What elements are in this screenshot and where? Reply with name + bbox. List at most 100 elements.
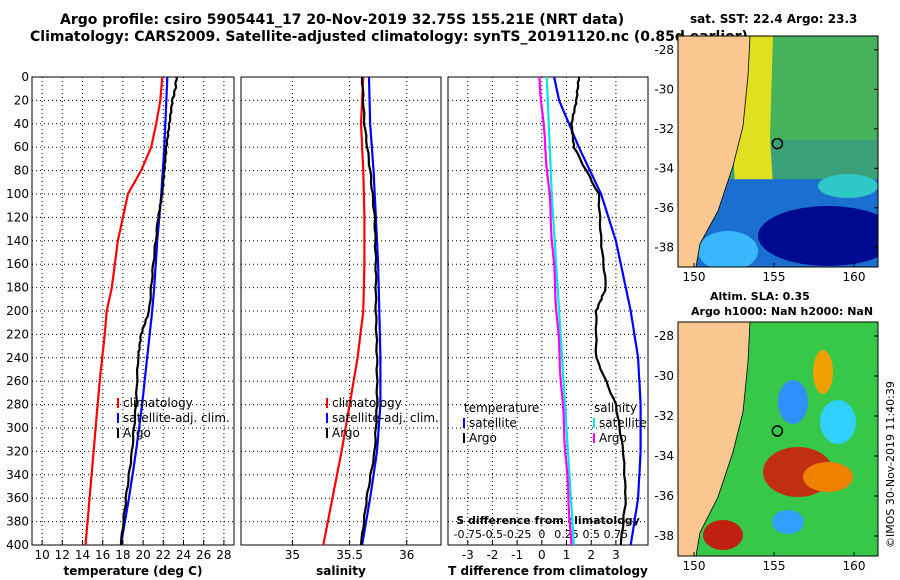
map-y-tick-label: -28 xyxy=(654,329,674,343)
x-tick-label: 14 xyxy=(75,548,90,562)
x-tick-label: 18 xyxy=(115,548,130,562)
legend-label: satellite xyxy=(469,416,517,430)
x-axis-label: temperature (deg C) xyxy=(64,564,203,578)
x-axis-label: T difference from climatology xyxy=(448,564,648,578)
top-x-tick-label: 0.75 xyxy=(604,528,629,541)
top-x-axis-label: S difference from climatology xyxy=(456,514,640,527)
top-x-tick-label: 0 xyxy=(538,528,545,541)
x-axis-label: salinity xyxy=(316,564,366,578)
sst-map-title: sat. SST: 22.4 Argo: 23.3 xyxy=(690,12,858,26)
y-tick-label: 220 xyxy=(6,327,29,341)
legend-label: Argo xyxy=(469,431,497,445)
series-line-climatology xyxy=(84,76,164,546)
legend-label: Argo xyxy=(123,426,151,440)
map-y-tick-label: -38 xyxy=(654,240,674,254)
y-tick-label: 140 xyxy=(6,234,29,248)
y-tick-label: 80 xyxy=(14,164,29,178)
y-tick-label: 40 xyxy=(14,117,29,131)
map-y-tick-label: -30 xyxy=(654,82,674,96)
land-mass xyxy=(678,322,751,556)
map-y-tick-label: -38 xyxy=(654,529,674,543)
plot-title: Argo profile: csiro 5905441_17 20-Nov-20… xyxy=(60,12,625,28)
sla-low xyxy=(778,380,808,424)
x-tick-label: 3 xyxy=(612,548,620,562)
sla-map-title: Altim. SLA: 0.35 xyxy=(710,290,810,303)
map-sst xyxy=(678,36,878,267)
map-x-tick-label: 150 xyxy=(683,559,706,573)
top-x-tick-label: 0.25 xyxy=(554,528,579,541)
legend-label: Argo xyxy=(599,431,627,445)
x-tick-label: 1 xyxy=(563,548,571,562)
y-tick-label: 280 xyxy=(6,398,29,412)
map-y-tick-label: -36 xyxy=(654,489,674,503)
y-tick-label: 200 xyxy=(6,304,29,318)
map-y-tick-label: -28 xyxy=(654,43,674,57)
map-y-tick-label: -32 xyxy=(654,122,674,136)
map-frame xyxy=(677,321,879,557)
series-line-argo xyxy=(119,76,178,546)
x-tick-label: 26 xyxy=(196,548,211,562)
series-line-argo xyxy=(359,76,379,546)
x-tick-label: -3 xyxy=(462,548,474,562)
y-tick-label: 240 xyxy=(6,351,29,365)
series-line-satellite-adj-clim- xyxy=(361,76,382,546)
y-tick-label: 20 xyxy=(14,93,29,107)
series-line-temperature-satellite xyxy=(553,76,642,546)
legend-label: Argo xyxy=(332,426,360,440)
y-tick-label: 160 xyxy=(6,257,29,271)
x-tick-label: 10 xyxy=(34,548,49,562)
x-tick-label: 0 xyxy=(538,548,546,562)
plot-subtitle: Climatology: CARS2009. Satellite-adjuste… xyxy=(30,29,748,45)
map-x-tick-label: 155 xyxy=(763,270,786,284)
y-tick-label: 120 xyxy=(6,210,29,224)
y-tick-label: 0 xyxy=(21,70,29,84)
cold-eddy xyxy=(758,206,878,266)
x-tick-label: -2 xyxy=(486,548,498,562)
eddy xyxy=(818,174,878,198)
series-line-salinity-satellite xyxy=(545,76,575,546)
eddy xyxy=(698,231,758,267)
y-tick-label: 100 xyxy=(6,187,29,201)
series-line-satellite-adj-clim- xyxy=(119,76,169,546)
sla-high xyxy=(813,350,833,394)
map-x-tick-label: 150 xyxy=(683,270,706,284)
y-tick-label: 320 xyxy=(6,444,29,458)
x-tick-label: -1 xyxy=(511,548,523,562)
x-tick-label: 22 xyxy=(156,548,171,562)
y-tick-label: 340 xyxy=(6,468,29,482)
top-x-tick-label: 0.5 xyxy=(582,528,600,541)
x-tick-label: 35.5 xyxy=(336,548,363,562)
x-tick-label: 2 xyxy=(587,548,595,562)
y-tick-label: 400 xyxy=(6,538,29,552)
x-tick-label: 28 xyxy=(216,548,231,562)
legend-label: climatology xyxy=(123,396,193,410)
argo-position-marker xyxy=(771,425,784,437)
series-line-temperature-argo xyxy=(569,77,627,546)
x-tick-label: 35 xyxy=(285,548,300,562)
map-frame xyxy=(677,35,879,268)
argo-position-marker xyxy=(771,137,784,150)
x-tick-label: 12 xyxy=(55,548,70,562)
sla-high xyxy=(703,520,743,550)
legend-label: satellite xyxy=(599,416,647,430)
y-tick-label: 260 xyxy=(6,374,29,388)
legend-title: temperature xyxy=(464,401,539,415)
top-x-tick-label: -0.75 xyxy=(454,528,482,541)
legend-label: satellite-adj. clim. xyxy=(123,411,230,425)
top-x-tick-label: -0.5 xyxy=(482,528,503,541)
y-tick-label: 380 xyxy=(6,515,29,529)
sla-low xyxy=(820,400,856,444)
map-x-tick-label: 160 xyxy=(843,270,866,284)
land-mass xyxy=(678,36,751,267)
map-y-tick-label: -32 xyxy=(654,409,674,423)
legend-label: satellite-adj. clim. xyxy=(332,411,439,425)
y-tick-label: 360 xyxy=(6,491,29,505)
map-y-tick-label: -34 xyxy=(654,449,674,463)
map-y-tick-label: -36 xyxy=(654,201,674,215)
sla-map-subtitle: Argo h1000: NaN h2000: NaN xyxy=(691,305,874,318)
map-y-tick-label: -30 xyxy=(654,369,674,383)
series-line-salinity-argo xyxy=(538,76,573,546)
x-tick-label: 16 xyxy=(95,548,110,562)
series-line-climatology xyxy=(322,76,366,546)
